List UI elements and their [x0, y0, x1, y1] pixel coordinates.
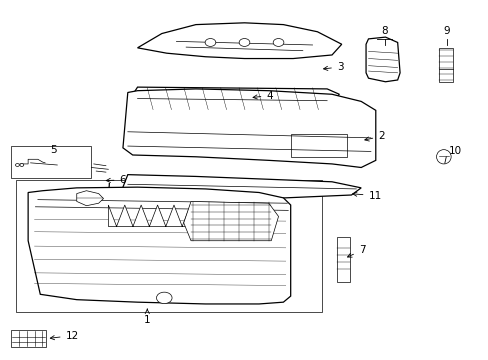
Polygon shape [183, 202, 278, 241]
Bar [11, 330, 46, 347]
Polygon shape [130, 87, 339, 111]
Text: 12: 12 [50, 330, 79, 341]
Polygon shape [122, 175, 361, 199]
Text: 7: 7 [347, 245, 365, 257]
Circle shape [273, 39, 284, 46]
Bar [16, 180, 322, 312]
Circle shape [204, 39, 215, 46]
Text: 2: 2 [364, 131, 384, 141]
Circle shape [20, 163, 24, 166]
Text: 4: 4 [252, 91, 272, 100]
Circle shape [16, 163, 20, 166]
Circle shape [239, 39, 249, 46]
Text: 3: 3 [323, 62, 343, 72]
Bar [290, 134, 346, 157]
Polygon shape [77, 191, 103, 206]
Bar [438, 48, 452, 82]
Bar [11, 146, 91, 178]
Text: 8: 8 [381, 26, 387, 36]
Polygon shape [108, 205, 239, 226]
Text: 5: 5 [50, 145, 57, 155]
Ellipse shape [436, 150, 450, 164]
Circle shape [156, 292, 172, 303]
Polygon shape [366, 37, 399, 82]
Text: 9: 9 [443, 26, 449, 36]
Polygon shape [122, 89, 375, 167]
Polygon shape [137, 23, 341, 59]
Text: 1: 1 [143, 309, 150, 325]
Text: 11: 11 [352, 190, 381, 201]
Bar [336, 237, 350, 282]
Text: 6: 6 [106, 175, 126, 185]
Polygon shape [28, 187, 290, 304]
Text: 10: 10 [448, 146, 461, 156]
